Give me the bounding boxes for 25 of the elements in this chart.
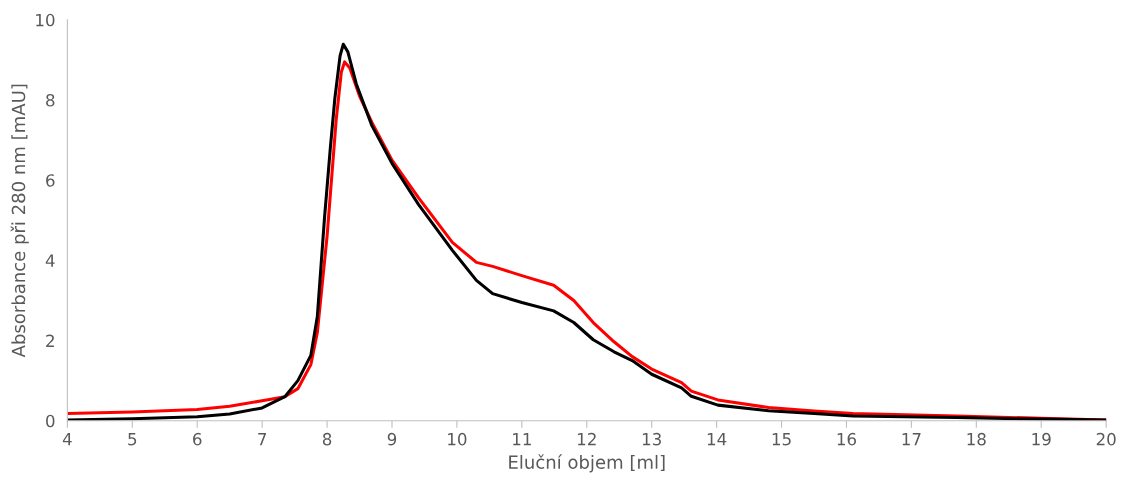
x-tick-label: 13 <box>642 432 661 446</box>
x-tick-label: 12 <box>577 432 596 446</box>
y-tick-label: 8 <box>46 93 55 107</box>
x-tick-label: 10 <box>448 432 467 446</box>
x-tick-label: 16 <box>837 432 857 446</box>
x-tick-label: 11 <box>513 433 531 446</box>
x-axis-title: Eluční objem [ml] <box>509 454 665 473</box>
x-tick-label: 15 <box>772 433 791 446</box>
y-axis-title: Absorbance při 280 nm [mAU] <box>10 84 29 358</box>
y-tick-label: 4 <box>45 254 55 267</box>
x-tick-label: 9 <box>387 432 397 446</box>
y-tick-label: 6 <box>46 174 55 187</box>
y-tick-label: 2 <box>46 334 54 347</box>
x-tick-label: 6 <box>193 432 202 446</box>
x-tick-label: 5 <box>128 433 137 446</box>
x-tick-label: 19 <box>1032 432 1051 446</box>
x-tick-label: 20 <box>1096 432 1116 446</box>
x-tick-label: 8 <box>322 432 332 446</box>
x-tick-label: 18 <box>967 432 986 446</box>
y-tick-label: 0 <box>46 414 55 428</box>
x-tick-label: 7 <box>258 433 267 446</box>
x-tick-label: 4 <box>62 433 72 446</box>
y-tick-label: 10 <box>36 13 55 27</box>
x-tick-label: 17 <box>902 433 921 446</box>
x-tick-label: 14 <box>707 433 727 446</box>
